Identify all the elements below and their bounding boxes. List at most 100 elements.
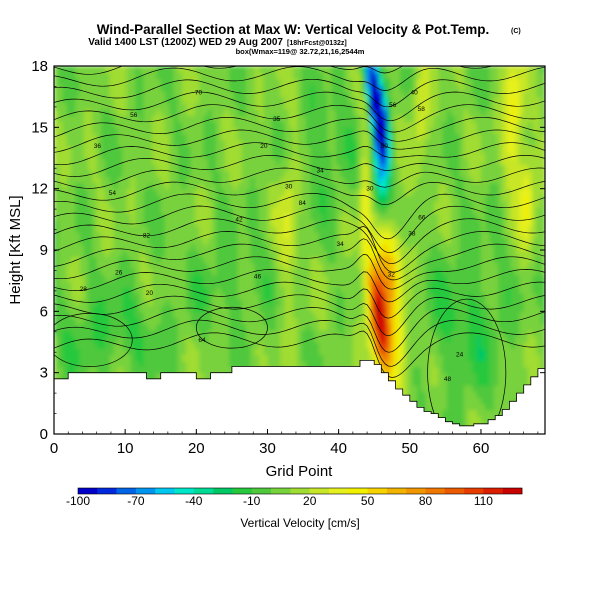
field-cell [293, 182, 299, 190]
field-cell [293, 90, 299, 98]
field-cell [374, 274, 380, 282]
field-cell [327, 243, 333, 251]
field-cell [135, 90, 141, 98]
field-cell [207, 200, 213, 208]
field-cell [152, 317, 158, 325]
field-cell [369, 243, 376, 251]
field-cell [186, 262, 192, 270]
field-cell [152, 354, 158, 362]
field-cell [267, 354, 273, 362]
field-cell [118, 280, 124, 288]
field-cell [173, 170, 179, 178]
field-cell [284, 213, 290, 221]
field-cell [177, 213, 183, 221]
field-cell [361, 256, 367, 264]
field-cell [250, 348, 256, 356]
field-cell [122, 200, 128, 208]
field-cell [75, 145, 81, 153]
field-cell [156, 133, 162, 141]
field-cell [229, 262, 235, 270]
field-cell [199, 207, 205, 214]
field-cell [378, 329, 384, 337]
field-cell [348, 102, 354, 110]
field-cell [83, 329, 89, 337]
field-cell [267, 145, 273, 153]
field-cell [314, 145, 320, 153]
field-cell [241, 108, 247, 116]
field-cell [109, 219, 115, 227]
field-cell [258, 268, 265, 276]
field-cell [122, 158, 128, 165]
field-cell [100, 329, 107, 337]
field-cell [190, 66, 196, 73]
field-cell [335, 194, 341, 202]
field-cell [305, 335, 311, 343]
field-cell [224, 176, 230, 184]
field-cell [173, 127, 179, 135]
field-cell [211, 329, 218, 337]
field-cell [96, 108, 102, 116]
field-cell [220, 243, 226, 251]
field-cell [369, 78, 376, 86]
field-cell [271, 250, 277, 257]
field-cell [58, 299, 64, 306]
field-cell [331, 158, 337, 165]
field-cell [284, 299, 290, 306]
field-cell [224, 256, 230, 264]
field-cell [276, 225, 282, 233]
field-cell [207, 268, 213, 276]
field-cell [404, 250, 410, 257]
field-cell [301, 213, 307, 221]
field-cell [173, 158, 179, 165]
field-cell [75, 348, 81, 356]
field-cell [357, 280, 363, 288]
field-cell [88, 280, 94, 288]
field-cell [152, 237, 158, 245]
field-cell [276, 354, 282, 362]
field-cell [365, 219, 371, 227]
field-cell [297, 237, 303, 245]
field-cell [66, 90, 72, 98]
field-cell [113, 286, 119, 294]
field-cell [122, 329, 128, 337]
field-cell [54, 329, 60, 337]
field-cell [348, 231, 354, 239]
field-cell [241, 78, 247, 86]
field-cell [399, 102, 405, 110]
field-cell [156, 164, 162, 172]
field-cell [267, 207, 273, 214]
field-cell [340, 256, 346, 264]
field-cell [263, 286, 269, 294]
field-cell [284, 250, 290, 257]
field-cell [391, 121, 397, 129]
field-cell [340, 90, 346, 98]
field-cell [374, 121, 380, 129]
field-cell [258, 286, 265, 294]
field-cell [267, 164, 273, 172]
field-cell [271, 158, 277, 165]
field-cell [237, 127, 243, 135]
field-cell [79, 268, 85, 276]
field-cell [165, 188, 171, 196]
field-cell [199, 170, 205, 178]
field-cell [96, 231, 102, 239]
field-cell [203, 170, 209, 178]
field-cell [357, 158, 363, 165]
field-cell [173, 200, 179, 208]
field-cell [152, 182, 158, 190]
field-cell [216, 280, 222, 288]
field-cell [293, 256, 299, 264]
field-cell [109, 102, 115, 110]
field-cell [258, 90, 265, 98]
field-cell [109, 176, 115, 184]
field-cell [374, 66, 380, 73]
field-cell [263, 219, 269, 227]
field-cell [147, 213, 153, 221]
field-cell [369, 207, 376, 214]
field-cell [369, 151, 376, 159]
field-cell [318, 72, 324, 80]
field-cell [54, 317, 60, 325]
field-cell [122, 256, 128, 264]
field-cell [130, 158, 136, 165]
field-cell [250, 323, 256, 331]
